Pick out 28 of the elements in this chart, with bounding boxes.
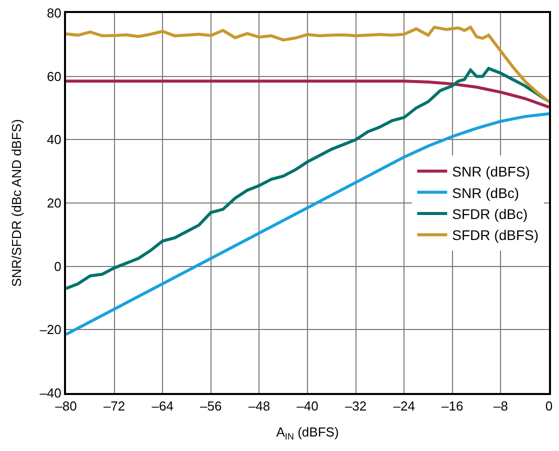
legend-label: SFDR (dBc) — [452, 206, 528, 222]
line-series — [66, 112, 549, 336]
x-tick-label: 0 — [545, 398, 553, 414]
x-tick-label: –56 — [200, 398, 222, 414]
x-tick-label: –8 — [493, 398, 508, 414]
y-tick-label: 40 — [46, 132, 62, 148]
x-tick-label: –24 — [393, 398, 415, 414]
x-tick-label: –32 — [344, 398, 367, 414]
y-tick-label: –40 — [40, 386, 62, 401]
x-tick-label: –40 — [296, 398, 318, 414]
y-tick-label: 0 — [54, 258, 62, 274]
x-tick-label: –48 — [248, 398, 270, 414]
y-tick-label: 60 — [46, 68, 62, 84]
line-series — [66, 80, 549, 109]
legend-label: SNR (dBc) — [452, 184, 520, 201]
y-axis-title: SNR/SFDR (dBc AND dBFS) — [9, 119, 24, 287]
line-series — [66, 66, 549, 290]
line-series — [66, 26, 549, 104]
x-axis-title: A$_{IN}$ (dBFS) — [276, 424, 339, 442]
x-tick-label: –64 — [152, 398, 174, 414]
y-tick-label: 20 — [46, 196, 62, 211]
x-tick-label: –16 — [442, 398, 464, 414]
y-tick-label: –20 — [40, 322, 62, 338]
x-tick-label: –80 — [55, 398, 77, 414]
legend-label: SNR (dBFS) — [452, 164, 530, 180]
y-tick-label: 80 — [46, 6, 62, 21]
legend-label: SFDR (dBFS) — [452, 227, 539, 244]
x-tick-label: –72 — [103, 398, 126, 414]
